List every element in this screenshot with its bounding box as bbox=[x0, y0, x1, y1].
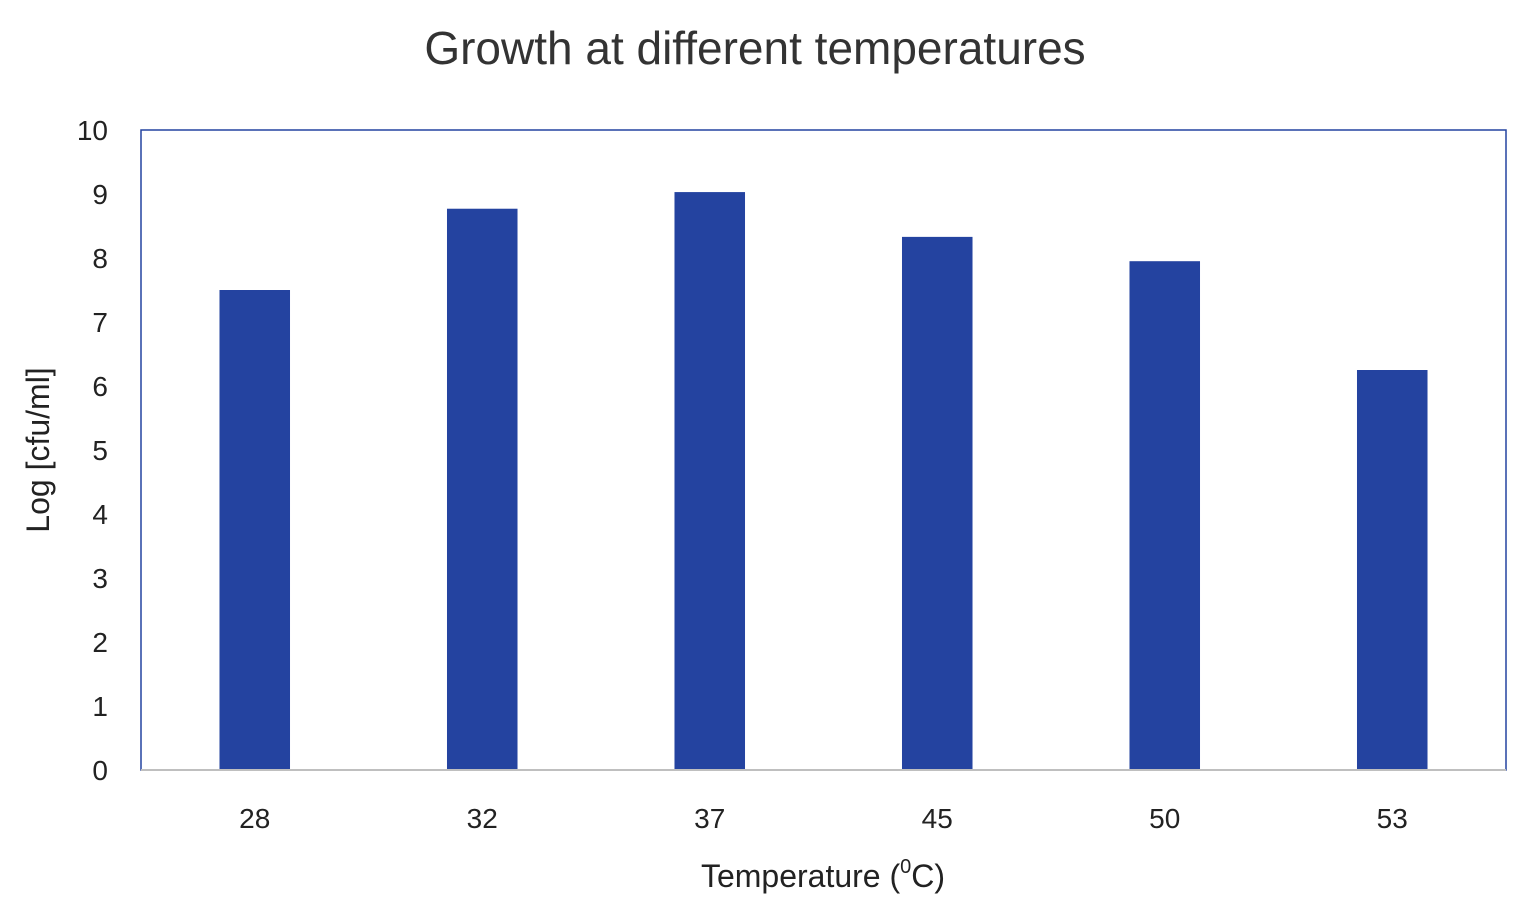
x-axis-label-suffix: C) bbox=[911, 858, 945, 894]
y-tick-label: 1 bbox=[92, 691, 108, 722]
x-tick-label: 37 bbox=[694, 803, 725, 834]
chart-title: Growth at different temperatures bbox=[424, 22, 1085, 74]
y-tick-label: 5 bbox=[92, 435, 108, 466]
x-axis-label-prefix: Temperature ( bbox=[701, 858, 901, 894]
x-tick-label: 32 bbox=[467, 803, 498, 834]
x-tick-label: 50 bbox=[1149, 803, 1180, 834]
y-tick-label: 3 bbox=[92, 563, 108, 594]
plot-frame bbox=[140, 129, 1507, 771]
bar-28 bbox=[219, 290, 291, 770]
bars-group bbox=[219, 192, 1428, 771]
y-tick-labels: 0 1 2 3 4 5 6 7 8 9 10 bbox=[77, 115, 108, 786]
bar-50 bbox=[1129, 261, 1201, 770]
x-tick-label: 28 bbox=[239, 803, 270, 834]
y-tick-label: 4 bbox=[92, 499, 108, 530]
bar-45 bbox=[901, 236, 973, 770]
bar-37 bbox=[674, 192, 746, 770]
y-tick-label: 2 bbox=[92, 627, 108, 658]
x-axis-label-superscript: 0 bbox=[900, 856, 911, 878]
y-tick-label: 8 bbox=[92, 243, 108, 274]
y-axis-label: Log [cfu/ml] bbox=[20, 367, 56, 532]
y-tick-label: 9 bbox=[92, 179, 108, 210]
y-tick-label: 6 bbox=[92, 371, 108, 402]
y-tick-label: 7 bbox=[92, 307, 108, 338]
x-axis-label: Temperature (0C) bbox=[701, 856, 945, 894]
bar-32 bbox=[446, 208, 518, 771]
x-tick-label: 45 bbox=[922, 803, 953, 834]
x-tick-labels: 28 32 37 45 50 53 bbox=[239, 803, 1408, 834]
y-tick-label: 0 bbox=[92, 755, 108, 786]
x-tick-label: 53 bbox=[1377, 803, 1408, 834]
y-tick-label: 10 bbox=[77, 115, 108, 146]
bar-53 bbox=[1356, 370, 1428, 770]
